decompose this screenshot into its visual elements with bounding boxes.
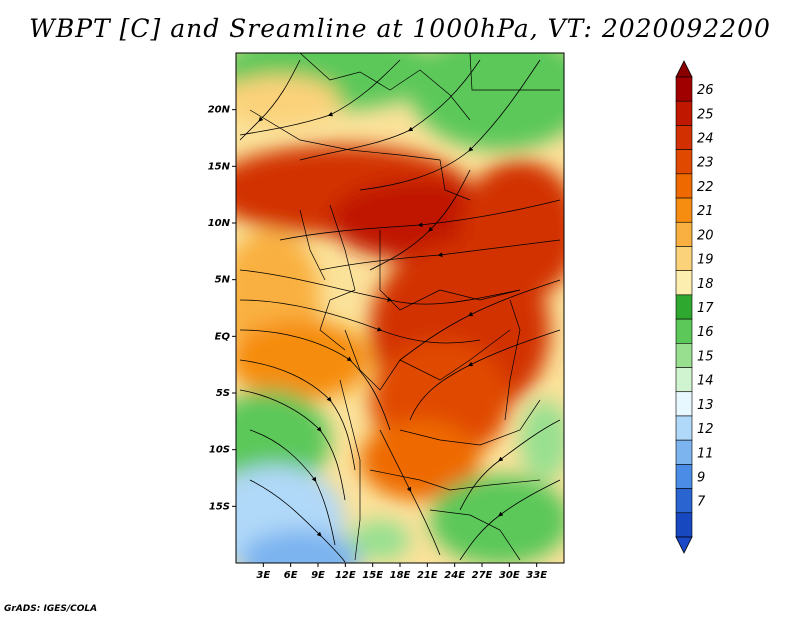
lat-tick-label: 15S xyxy=(209,501,230,512)
colorbar-label: 24 xyxy=(697,132,714,147)
colorbar-swatch xyxy=(675,149,693,175)
colorbar-label: 9 xyxy=(697,470,705,485)
lon-tick-label: 15E xyxy=(362,570,383,581)
colorbar-label: 17 xyxy=(697,301,714,316)
colorbar-swatch xyxy=(675,439,693,465)
lon-tick-label: 30E xyxy=(499,570,520,581)
lon-tick-label: 3E xyxy=(256,570,270,581)
colorbar-swatch xyxy=(675,367,693,393)
colorbar-swatch xyxy=(675,464,693,489)
colorbar-label: 15 xyxy=(697,349,714,364)
lon-tick-label: 33E xyxy=(526,570,547,581)
lat-tick-label: 15N xyxy=(208,161,231,172)
colorbar-label: 16 xyxy=(697,325,714,340)
colorbar-swatch xyxy=(675,294,693,320)
colorbar-swatch xyxy=(675,100,693,126)
colorbar-swatch xyxy=(675,173,693,199)
lon-tick-label: 24E xyxy=(444,570,465,581)
chart-title: WBPT [C] and Sreamline at 1000hPa, VT: 2… xyxy=(29,14,771,43)
lon-tick-label: 12E xyxy=(335,570,356,581)
lon-tick-label: 21E xyxy=(417,570,438,581)
colorbar-swatch xyxy=(675,415,693,441)
colorbar-swatch xyxy=(675,318,693,344)
lat-tick-label: 10N xyxy=(208,218,231,229)
credit-label: GrADS: IGES/COLA xyxy=(4,604,98,614)
colorbar-bottom-arrow xyxy=(675,536,693,554)
colorbar-label: 25 xyxy=(697,107,714,122)
lat-tick-label: 20N xyxy=(208,105,231,116)
colorbar-label: 18 xyxy=(697,277,714,292)
lon-tick-label: 18E xyxy=(390,570,411,581)
colorbar-swatch xyxy=(675,197,693,223)
lat-tick-label: EQ xyxy=(215,331,231,342)
colorbar-label: 14 xyxy=(697,374,714,389)
colorbar-swatch xyxy=(675,246,693,271)
colorbar-label: 23 xyxy=(697,156,714,171)
wbpt-field xyxy=(236,53,564,563)
lon-axis: 3E 6E 9E 12E 15E 18E 21E 24E 27E 30E 33E xyxy=(256,563,547,581)
lon-tick-label: 6E xyxy=(284,570,298,581)
lat-tick-label: 10S xyxy=(209,445,230,456)
colorbar-label: 26 xyxy=(697,83,714,98)
lat-tick-label: 5N xyxy=(215,275,231,286)
colorbar-label: 11 xyxy=(697,446,714,461)
colorbar-swatch xyxy=(675,221,693,247)
colorbar-label: 13 xyxy=(697,398,714,413)
colorbar-label: 12 xyxy=(697,422,714,437)
lon-tick-label: 27E xyxy=(472,570,493,581)
lat-tick-label: 5S xyxy=(216,388,230,399)
colorbar-swatch xyxy=(675,391,693,417)
colorbar-swatch xyxy=(675,125,693,150)
colorbar-swatch xyxy=(675,343,693,368)
colorbar-label: 19 xyxy=(697,253,714,268)
colorbar-top-arrow xyxy=(675,60,693,78)
colorbar-label: 21 xyxy=(697,204,714,219)
colorbar-swatch xyxy=(675,488,693,514)
colorbar-label: 7 xyxy=(697,495,706,510)
colorbar-label: 20 xyxy=(697,228,714,243)
colorbar-swatch xyxy=(675,270,693,296)
country-borders xyxy=(249,53,560,561)
lon-tick-label: 9E xyxy=(311,570,325,581)
lat-axis: 20N 15N 10N 5N EQ 5S 10S 15S xyxy=(208,105,236,512)
colorbar-swatch xyxy=(675,76,693,102)
colorbar: 26 25 24 23 22 21 20 19 18 17 16 15 14 13 12 11 9 7 xyxy=(675,60,714,554)
colorbar-label: 22 xyxy=(697,180,714,195)
colorbar-swatch xyxy=(675,512,693,538)
